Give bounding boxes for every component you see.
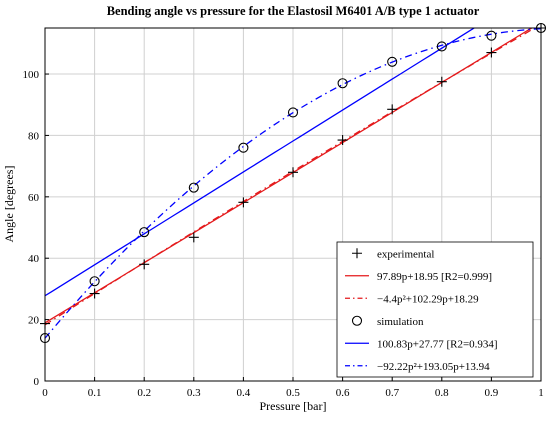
x-tick-label: 0.5 (286, 387, 300, 399)
x-tick-label: 0.7 (385, 387, 399, 399)
y-tick-label: 20 (28, 315, 40, 327)
x-tick-label: 0.8 (435, 387, 449, 399)
fit-line-series-4 (45, 28, 476, 297)
x-axis-label: Pressure [bar] (260, 399, 327, 413)
x-tick-label: 0.4 (237, 387, 251, 399)
y-tick-label: 40 (28, 253, 40, 265)
y-axis-label: Angle [degrees] (2, 166, 16, 243)
legend-swatch-plus (352, 248, 362, 259)
legend-label: experimental (377, 248, 434, 260)
simulation-point (436, 41, 447, 52)
x-tick-label: 1 (538, 387, 544, 399)
legend-label: simulation (377, 316, 424, 328)
tick-labels: 0 0.1 0.2 0.3 0.4 0.5 0.6 0.7 0.8 0.9 1 0 20 40 60 80 10… (23, 69, 544, 399)
experimental-point (89, 288, 100, 299)
x-tick-label: 0.6 (336, 387, 350, 399)
legend-label: 100.83p+27.77 [R2=0.934] (377, 338, 498, 350)
chart-title: Bending angle vs pressure for the Elasto… (107, 4, 480, 18)
y-tick-label: 100 (23, 69, 40, 81)
x-tick-label: 0.2 (137, 387, 151, 399)
legend-box (336, 241, 534, 378)
simulation-point (188, 182, 199, 193)
series-layer (39, 22, 547, 344)
x-tick-label: 0.1 (88, 387, 102, 399)
simulation-point (486, 30, 497, 41)
y-tick-label: 0 (34, 376, 40, 388)
simulation-point (287, 107, 299, 118)
experimental-point (337, 135, 348, 146)
experimental-point (436, 76, 447, 87)
x-tick-label: 0.3 (187, 387, 201, 399)
y-tick-label: 80 (28, 130, 40, 142)
simulation-point (238, 142, 249, 153)
legend-swatch-circle (351, 315, 363, 326)
experimental-point (139, 259, 150, 270)
y-tick-label: 60 (28, 192, 40, 204)
simulation-point (337, 78, 348, 89)
experimental-point (288, 167, 298, 178)
simulation-point (387, 56, 398, 67)
experimental-point (486, 47, 497, 58)
experimental-point (188, 232, 199, 243)
x-tick-label: 0 (42, 387, 48, 399)
experimental-point (387, 104, 398, 115)
x-tick-label: 0.9 (485, 387, 499, 399)
simulation-point (89, 276, 100, 287)
legend-label: 97.89p+18.95 [R2=0.999] (377, 271, 492, 283)
legend-label: −92.22p²+193.05p+13.94 (377, 361, 490, 373)
experimental-point (238, 197, 249, 208)
plot-area-frame (44, 27, 542, 382)
legend-label: −4.4p²+102.29p+18.29 (377, 293, 479, 305)
fit-line-series-5 (45, 28, 541, 339)
simulation-point (139, 227, 150, 238)
legend: experimental 97.89p+18.95 [R2=0.999] −4.4p… (336, 241, 534, 378)
